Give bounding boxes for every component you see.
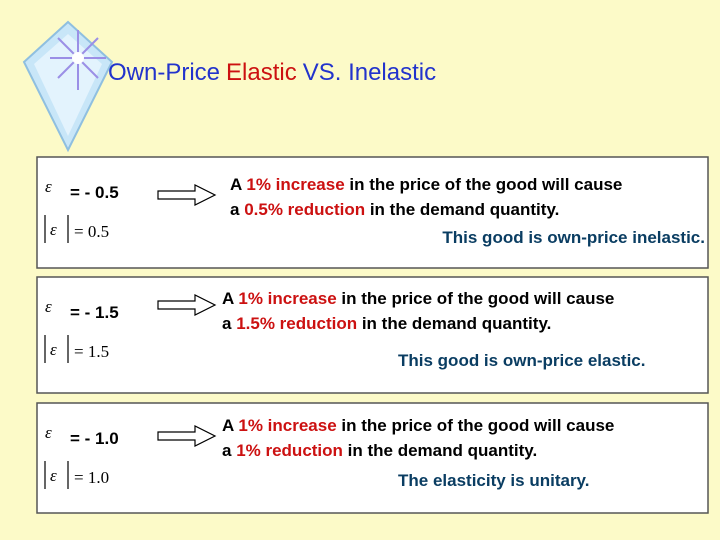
sentence-part: a: [230, 200, 244, 219]
sentence-line: A 1% increase in the price of the good w…: [222, 289, 614, 308]
conclusion: The elasticity is unitary.: [398, 471, 589, 490]
abs-epsilon: ε: [50, 340, 57, 359]
sentence-line: a 0.5% reduction in the demand quantity.: [230, 200, 559, 219]
sentence-part: 1% increase: [238, 289, 336, 308]
row-box: [36, 156, 709, 269]
sentence-part: in the price of the good will cause: [337, 416, 615, 435]
row-box: [36, 276, 709, 394]
sentence-part: A: [222, 289, 238, 308]
epsilon: ε: [45, 177, 52, 196]
arrow: [157, 425, 217, 447]
sentence-part: 1% increase: [246, 175, 344, 194]
title-part: Own-Price: [108, 59, 220, 86]
abs-epsilon: ε: [50, 220, 57, 239]
sentence-part: 1% reduction: [236, 441, 343, 460]
abs-equation: = 1.0: [74, 468, 109, 487]
conclusion: This good is own-price elastic.: [398, 351, 646, 370]
sentence-line: a 1.5% reduction in the demand quantity.: [222, 314, 551, 333]
equation: = - 1.5: [70, 303, 119, 322]
abs-equation: = 0.5: [74, 222, 109, 241]
sentence-part: a: [222, 314, 236, 333]
sentence-part: in the price of the good will cause: [345, 175, 623, 194]
sentence-part: 0.5% reduction: [244, 200, 365, 219]
equation: = - 0.5: [70, 183, 119, 202]
abs-epsilon: ε: [50, 466, 57, 485]
epsilon: ε: [45, 297, 52, 316]
sentence-part: in the demand quantity.: [343, 441, 537, 460]
sentence-part: a: [222, 441, 236, 460]
title-part: Elastic: [226, 59, 297, 86]
sentence-part: 1% increase: [238, 416, 336, 435]
sentence-part: A: [230, 175, 246, 194]
sentence-part: in the demand quantity.: [357, 314, 551, 333]
arrow: [157, 294, 217, 316]
arrow: [157, 184, 217, 206]
abs-equation: = 1.5: [74, 342, 109, 361]
epsilon: ε: [45, 423, 52, 442]
sentence-part: A: [222, 416, 238, 435]
sentence-part: 1.5% reduction: [236, 314, 357, 333]
sentence-part: in the price of the good will cause: [337, 289, 615, 308]
diamond-decoration: [22, 20, 114, 153]
sentence-line: A 1% increase in the price of the good w…: [222, 416, 614, 435]
conclusion: This good is own-price inelastic.: [442, 228, 705, 247]
row-box: [36, 402, 709, 514]
sentence-part: in the demand quantity.: [365, 200, 559, 219]
equation: = - 1.0: [70, 429, 119, 448]
sentence-line: A 1% increase in the price of the good w…: [230, 175, 622, 194]
title: Own-Price Elastic VS. Inelastic: [108, 59, 436, 86]
sentence-line: a 1% reduction in the demand quantity.: [222, 441, 537, 460]
title-part: VS. Inelastic: [303, 59, 436, 86]
